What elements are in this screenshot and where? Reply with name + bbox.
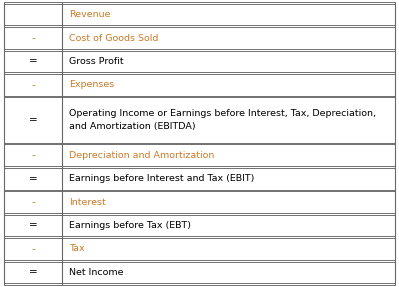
Text: Expenses: Expenses [69,80,114,90]
Text: Gross Profit: Gross Profit [69,57,124,66]
Text: Earnings before Tax (EBT): Earnings before Tax (EBT) [69,221,191,230]
Text: =: = [29,267,37,278]
Text: Net Income: Net Income [69,268,124,277]
Text: -: - [31,150,35,160]
Text: =: = [29,115,37,125]
Text: Operating Income or Earnings before Interest, Tax, Depreciation,
and Amortizatio: Operating Income or Earnings before Inte… [69,109,376,131]
Text: Tax: Tax [69,245,85,253]
Text: -: - [31,244,35,254]
Text: Revenue: Revenue [69,10,111,19]
Text: =: = [29,174,37,184]
Text: -: - [31,197,35,207]
Text: =: = [29,57,37,67]
Text: Cost of Goods Sold: Cost of Goods Sold [69,34,158,42]
Text: -: - [31,33,35,43]
Text: Depreciation and Amortization: Depreciation and Amortization [69,151,214,160]
Text: Earnings before Interest and Tax (EBIT): Earnings before Interest and Tax (EBIT) [69,174,255,183]
Text: =: = [29,220,37,230]
Text: -: - [31,80,35,90]
Text: Interest: Interest [69,197,106,207]
